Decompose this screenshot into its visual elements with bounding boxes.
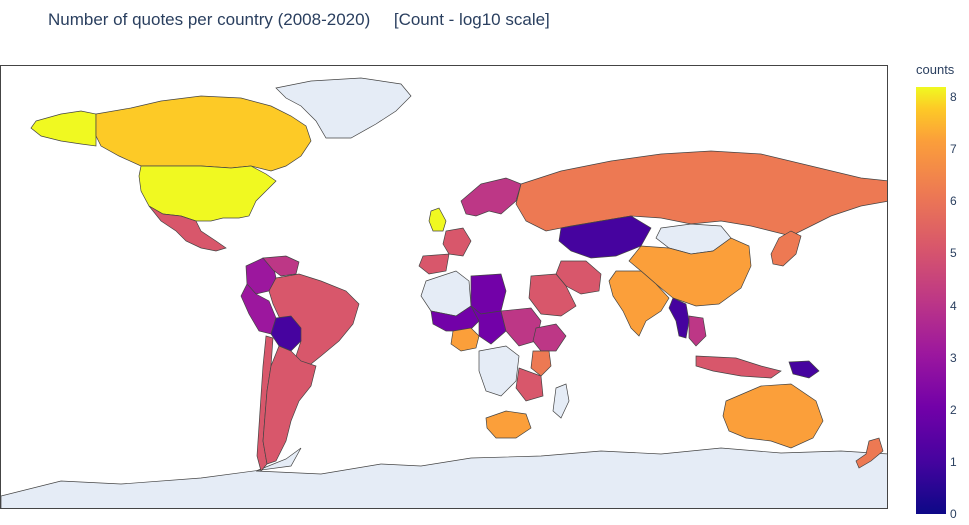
country-ethiopia[interactable]	[532, 323, 567, 352]
map-title: Number of quotes per country (2008-2020)…	[48, 10, 550, 29]
country-bolivia[interactable]	[270, 315, 302, 352]
colorbar-tick-5: 5	[950, 246, 957, 261]
colorbar-title: counts	[916, 62, 955, 77]
country-canada[interactable]	[95, 95, 312, 172]
map-canvas[interactable]	[1, 66, 888, 509]
country-algeria[interactable]	[420, 270, 472, 317]
country-niger[interactable]	[430, 305, 480, 332]
country-indonesia[interactable]	[695, 355, 782, 379]
country-madagascar[interactable]	[552, 383, 570, 419]
country-japan[interactable]	[770, 230, 802, 267]
country-brazil[interactable]	[268, 273, 360, 369]
country-argentina[interactable]	[262, 345, 317, 465]
country-saudi-arabia[interactable]	[528, 273, 577, 317]
country-chad[interactable]	[470, 305, 507, 345]
colorbar-tick-6: 6	[950, 194, 957, 209]
country-spain[interactable]	[418, 253, 450, 275]
colorbar-tick-1: 1	[950, 454, 957, 469]
country-libya[interactable]	[470, 273, 507, 315]
colorbar	[916, 87, 946, 514]
colorbar-tick-2: 2	[950, 402, 957, 417]
country-greenland[interactable]	[275, 77, 412, 139]
country-india[interactable]	[608, 270, 670, 337]
country-venezuela[interactable]	[262, 255, 300, 277]
country-kazakhstan[interactable]	[558, 215, 652, 259]
country-tanzania[interactable]	[515, 367, 544, 402]
country-australia[interactable]	[722, 383, 824, 449]
country-myanmar[interactable]	[668, 297, 690, 339]
country-antarctica[interactable]	[1, 447, 888, 509]
country-new-zealand[interactable]	[855, 437, 884, 469]
country-russia[interactable]	[515, 150, 888, 237]
country-south-africa[interactable]	[485, 410, 532, 439]
colorbar-tick-7: 7	[950, 142, 957, 157]
country-dr-congo[interactable]	[478, 345, 520, 397]
country-mexico[interactable]	[148, 205, 227, 252]
country-united-kingdom[interactable]	[428, 207, 447, 232]
colorbar-tick-4: 4	[950, 298, 957, 313]
country-alaska[interactable]	[30, 110, 97, 147]
colorbar-tick-3: 3	[950, 350, 957, 365]
country-nigeria[interactable]	[450, 327, 480, 352]
country-france[interactable]	[442, 227, 472, 257]
country-papua-new-guinea[interactable]	[788, 360, 820, 379]
country-scandinavia[interactable]	[460, 177, 522, 217]
country-thailand[interactable]	[688, 315, 707, 347]
colorbar-tick-0: 0	[950, 507, 957, 521]
country-kenya[interactable]	[530, 350, 552, 377]
colorbar-tick-8: 8	[950, 90, 957, 104]
choropleth-map[interactable]	[0, 65, 888, 509]
